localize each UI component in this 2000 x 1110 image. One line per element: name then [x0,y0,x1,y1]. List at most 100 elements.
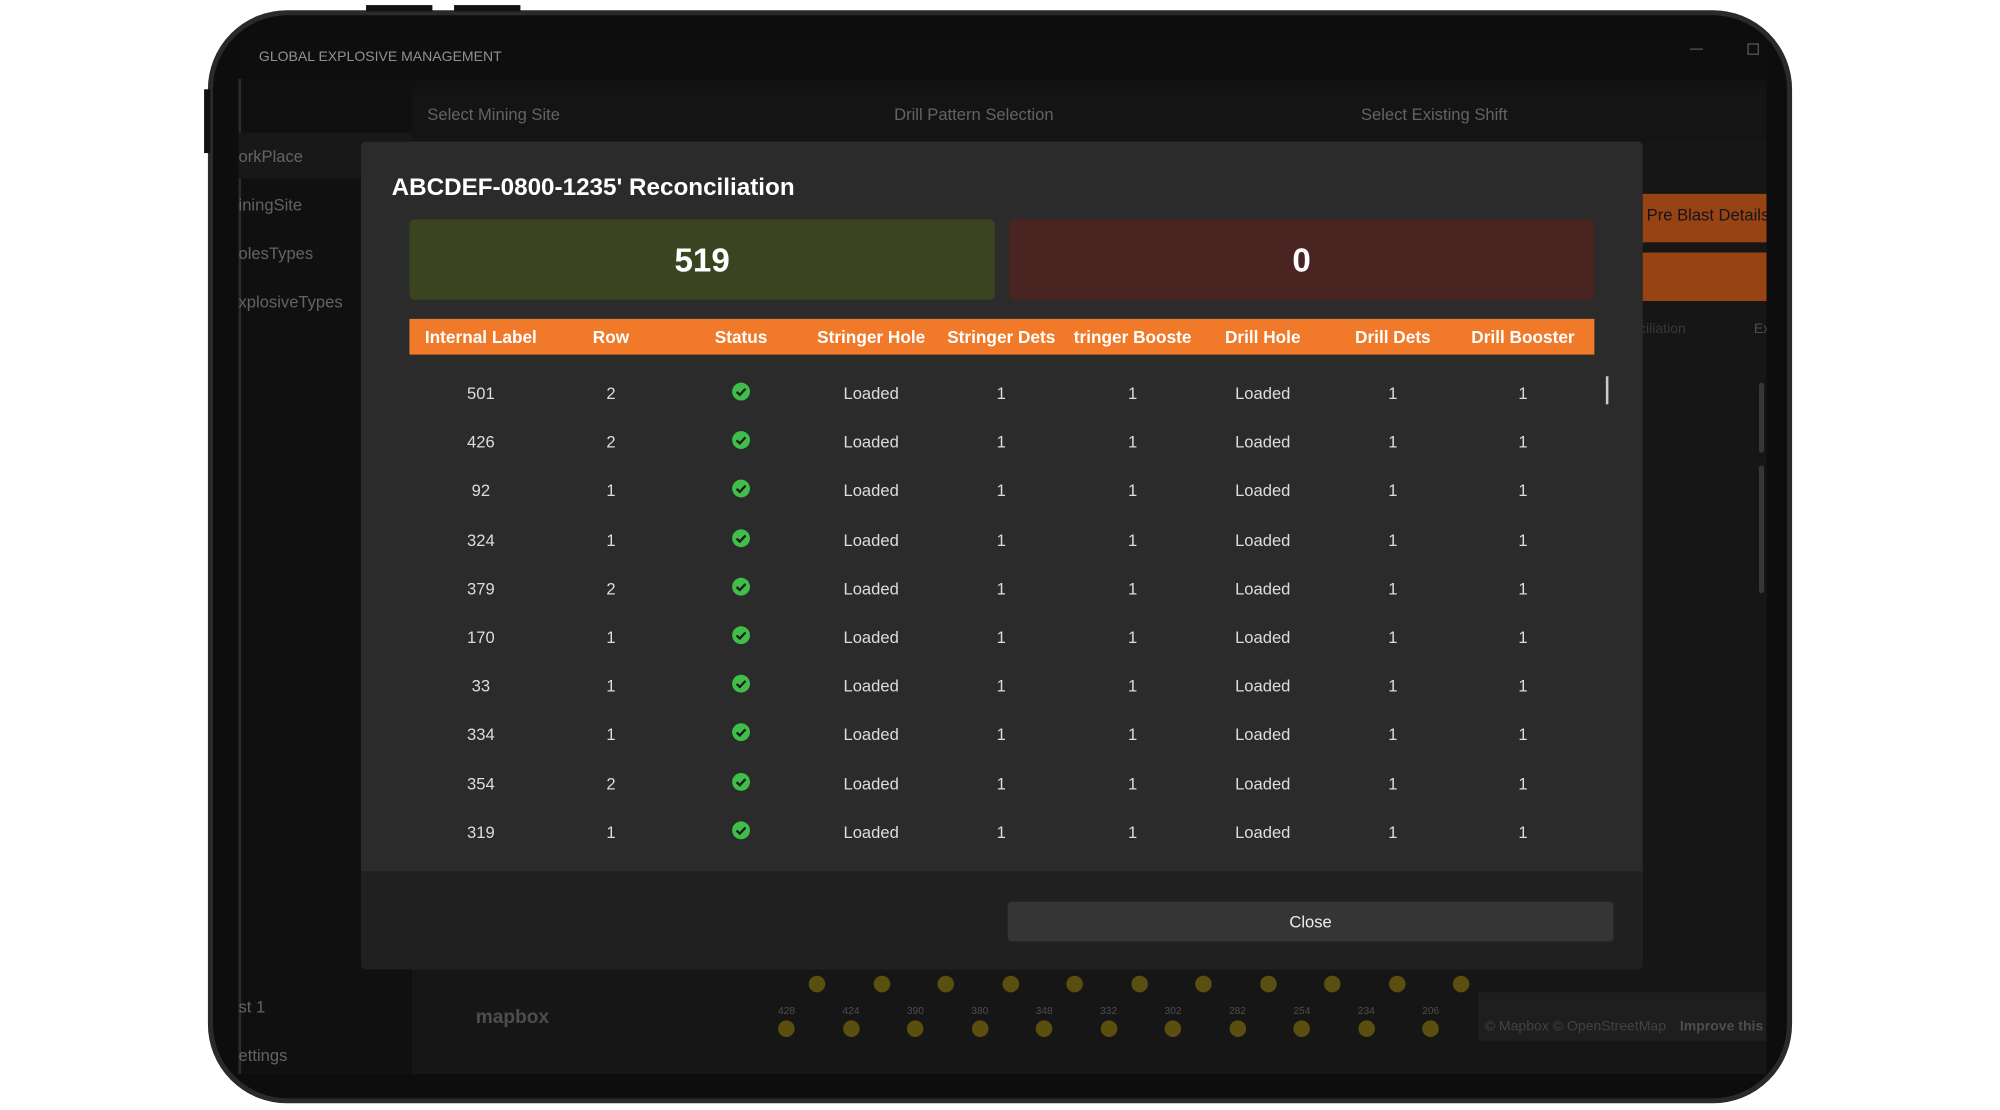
map-hole-label: 390 [906,1005,924,1017]
column-header: Drill Hole [1224,327,1301,347]
table-cell: 33 [471,676,491,696]
map-hole [1323,975,1341,993]
unloaded-box [1008,219,1595,300]
table-cell: Loaded [843,724,899,745]
map-hole-label: 234 [1357,1005,1375,1017]
table-cell: 1 [996,432,1006,452]
table-cell: 1 [1518,432,1528,452]
table-cell: Loaded [1235,383,1291,404]
window-min[interactable] [1690,48,1703,50]
table-cell: 1 [606,530,616,550]
window-restore[interactable] [1747,43,1759,55]
map-hole [842,1020,860,1037]
close-label[interactable]: Close [1289,911,1332,932]
table-cell: 379 [467,578,495,598]
table-cell: Loaded [1235,578,1291,598]
map-hole-label: 282 [1228,1005,1246,1017]
table-cell: 1 [1388,822,1398,842]
check-mark [735,680,747,689]
map-hole-label: 254 [1293,1005,1311,1017]
table-cell: 1 [996,676,1006,696]
map-hole [873,975,890,993]
map-hole [971,1020,988,1037]
table-cell: 1 [606,481,616,501]
map-hole [1130,975,1148,993]
table-cell: 2 [606,578,616,598]
loaded-count: 519 [674,241,730,280]
table-cell: 1 [1518,773,1528,793]
table-cell: 1 [996,383,1006,404]
column-header: Drill Booster [1471,327,1575,347]
toolbar-item: ciliation [1639,321,1686,337]
sidebar-item[interactable]: xplosiveTypes [238,292,343,312]
table-cell: 2 [606,432,616,452]
table-cell: Loaded [1235,627,1291,647]
table-cell: 1 [996,822,1006,842]
check-mark [735,729,747,738]
attribution-box [1478,992,1767,1041]
table-cell: 1 [996,578,1006,598]
table-cell: 1 [1128,627,1138,647]
table-cell: 1 [996,724,1006,745]
table-cell: 1 [1128,676,1138,696]
table-cell: 1 [996,481,1006,501]
tab[interactable]: Select Existing Shift [1360,104,1508,124]
modal: ABCDEF-0800-1235' Reconciliation 519 0 Inte… [360,141,1643,970]
map-hole [1422,1020,1439,1037]
check-mark [735,436,747,446]
map-hole [937,975,955,993]
table-cell: Loaded [1235,822,1291,842]
table-cell: 1 [1388,627,1398,647]
close-button[interactable] [1007,901,1614,942]
sidebar-item[interactable]: iningSite [238,195,303,215]
table-cell: Loaded [1235,530,1291,550]
table-cell: Loaded [843,530,899,550]
title-bar [238,38,1767,80]
map-hole [1195,975,1212,993]
orange-bar[interactable] [1628,193,1767,243]
status-icon [732,577,750,596]
table-cell: 354 [467,773,495,793]
table-cell: Loaded [843,432,899,452]
table-cell: Loaded [1235,481,1291,501]
table-cell: 1 [1388,724,1398,745]
scrollbar [1758,465,1765,594]
table-cell: 1 [1518,724,1528,745]
table-cell: 334 [467,724,495,745]
table-cell: 2 [606,383,616,404]
sidebar-item[interactable]: ettings [238,1045,288,1066]
table-cell: 1 [1128,773,1138,793]
toolbar-item: Ex [1753,321,1767,337]
column-header: Row [592,327,630,347]
loaded-box [409,219,995,300]
tab[interactable]: Drill Pattern Selection [894,104,1054,124]
status-icon [732,821,750,840]
sidebar-item[interactable]: orkPlace [238,146,304,166]
map-hole [1228,1020,1246,1037]
map-hole [1100,1020,1117,1037]
improve-link[interactable]: Improve this [1679,1019,1764,1035]
table-cell: 1 [1128,432,1138,452]
column-header: Internal Label [424,327,537,347]
table-cell: Loaded [843,627,899,647]
status-icon [732,626,750,645]
sidebar-item[interactable]: st 1 [238,997,266,1017]
status-icon [732,431,750,450]
table-header [409,318,1595,355]
table-cell: 1 [1128,822,1138,842]
table-cell: 2 [606,773,616,793]
table-cell: 1 [996,773,1006,793]
orange-bar[interactable] [1628,252,1767,302]
map-hole-label: 380 [971,1005,989,1017]
sidebar-item[interactable]: olesTypes [238,243,314,263]
table-cell: 1 [1518,627,1528,647]
table-cell: 1 [1388,481,1398,501]
table-cell: Loaded [1235,724,1291,745]
table-cell: 319 [467,822,495,842]
table-cell: 1 [1388,773,1398,793]
table-cell: 1 [606,822,616,842]
tab[interactable]: Select Mining Site [427,104,561,124]
pre-blast-button[interactable]: Pre Blast Details [1646,205,1767,225]
table-cell: 426 [467,432,495,452]
